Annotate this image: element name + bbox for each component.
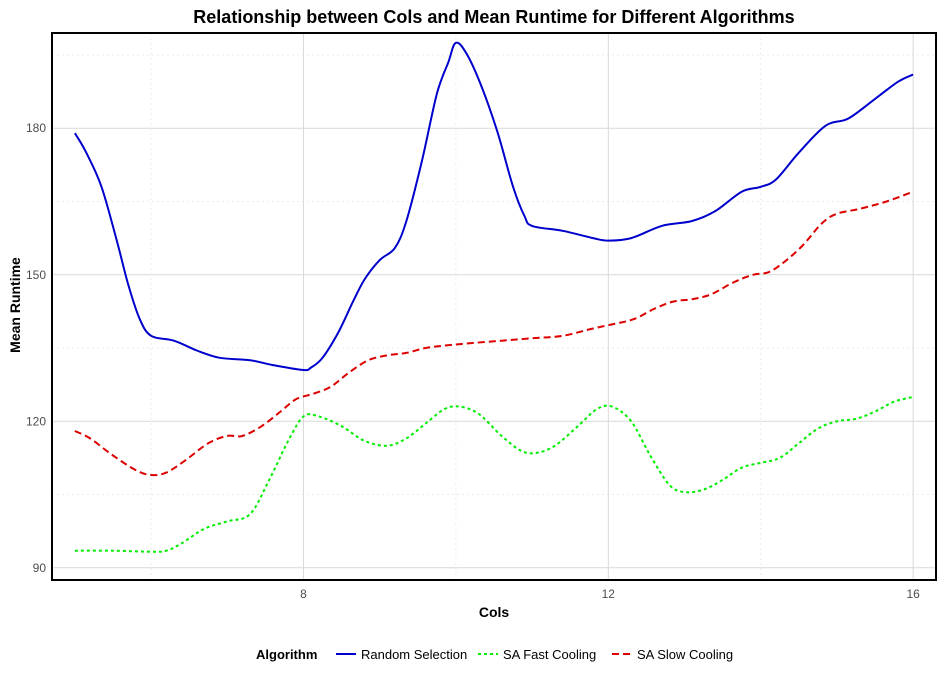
x-axis-title: Cols — [479, 604, 510, 620]
plot-frame — [51, 32, 937, 581]
legend-items: Random Selection SA Fast Cooling SA Slow C… — [336, 647, 733, 662]
y-tick-label: 90 — [33, 561, 47, 575]
series-lines — [74, 41, 914, 553]
x-tick-label: 12 — [602, 587, 616, 601]
legend-label-sa-fast-cooling: SA Fast Cooling — [503, 647, 596, 662]
y-tick-label: 180 — [26, 121, 46, 135]
y-tick-label: 120 — [26, 414, 46, 428]
series-line-sa-fast-cooling — [74, 395, 914, 553]
series-line-random-selection — [74, 41, 914, 372]
y-axis-title: Mean Runtime — [7, 257, 23, 353]
legend: Algorithm Random Selection SA Fast Coolin… — [256, 647, 733, 662]
x-tick-label: 16 — [906, 587, 920, 601]
tick-labels: 8 12 16 90 120 150 180 — [26, 121, 920, 601]
legend-item-sa-fast-cooling: SA Fast Cooling — [478, 647, 596, 662]
x-tick-label: 8 — [300, 587, 307, 601]
grid — [52, 33, 936, 580]
chart-title: Relationship between Cols and Mean Runti… — [193, 7, 794, 27]
legend-label-random-selection: Random Selection — [361, 647, 467, 662]
legend-title: Algorithm — [256, 647, 317, 662]
legend-item-random-selection: Random Selection — [336, 647, 467, 662]
series-line-sa-slow-cooling — [74, 190, 914, 477]
legend-item-sa-slow-cooling: SA Slow Cooling — [612, 647, 733, 662]
y-tick-label: 150 — [26, 268, 46, 282]
legend-label-sa-slow-cooling: SA Slow Cooling — [637, 647, 733, 662]
